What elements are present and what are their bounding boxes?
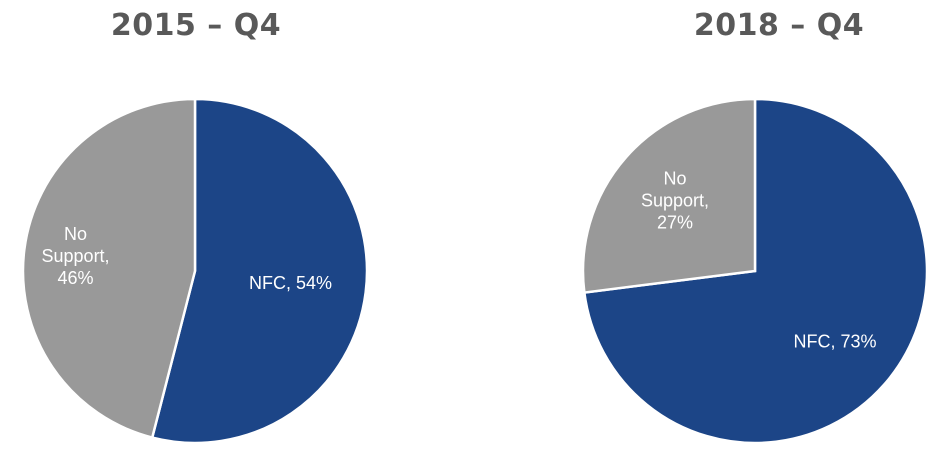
chart-title-2018-q4: 2018 – Q4	[693, 8, 865, 43]
pie-slice-no-support	[581, 97, 757, 294]
pie-slice-no-support	[21, 97, 197, 440]
pie-slice-label-nfc: NFC, 73%	[793, 332, 876, 352]
chart-title-2015-q4: 2015 – Q4	[110, 8, 282, 43]
pie-slice-label-no-support: No Support, 27%	[641, 168, 709, 232]
pie-slice-label-nfc: NFC, 54%	[249, 273, 332, 293]
pie-chart-2018-q4: NFC, 73% No Support, 27%	[581, 97, 929, 445]
pie-slice-label-no-support: No Support, 46%	[42, 224, 110, 288]
pie-slice-nfc	[150, 97, 369, 445]
pie-chart-2015-q4: NFC, 54% No Support, 46%	[21, 97, 369, 445]
